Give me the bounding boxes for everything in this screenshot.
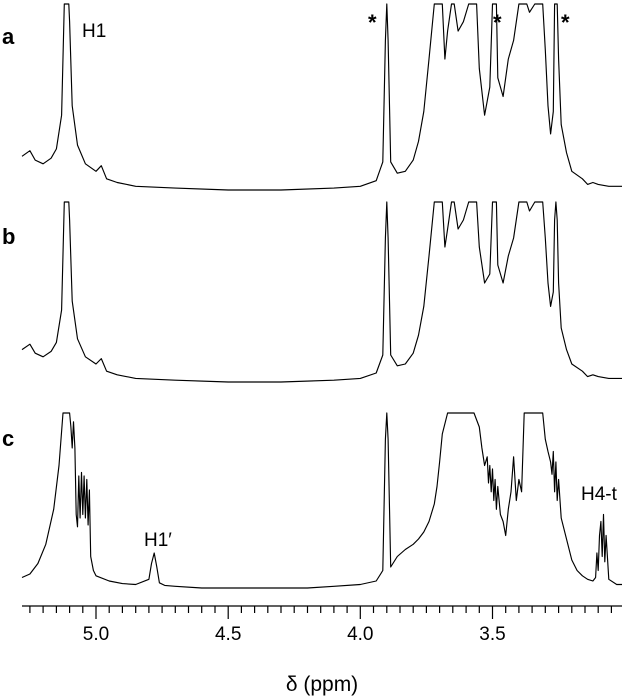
x-tick-label: 5.0 <box>83 624 109 645</box>
annotation-h1: H1 <box>82 21 106 42</box>
spectrum-trace-b <box>21 201 622 383</box>
x-axis: 5.0 4.5 4.0 3.5 δ (ppm) <box>22 605 622 696</box>
panel-label-b: b <box>2 224 15 249</box>
x-tick-label: 4.0 <box>347 624 373 645</box>
spectrum-trace-c <box>21 412 622 589</box>
panel-label-a: a <box>2 24 15 49</box>
annotation-star-2: * <box>493 10 502 35</box>
x-axis-label: δ (ppm) <box>286 673 358 696</box>
x-axis-ticks: 5.0 4.5 4.0 3.5 <box>29 606 613 645</box>
spectra-group <box>21 3 622 589</box>
x-tick-label: 3.5 <box>479 624 505 645</box>
annotations: H1 * * * H1′ H4-t <box>82 10 618 551</box>
panel-labels: a b c <box>2 24 15 451</box>
spectrum-trace-a <box>21 3 622 191</box>
panel-label-c: c <box>2 426 14 451</box>
annotation-h4-t: H4-t <box>581 484 618 505</box>
x-tick-label: 4.5 <box>215 624 241 645</box>
annotation-star-1: * <box>368 10 377 35</box>
annotation-star-3: * <box>561 10 570 35</box>
annotation-h1-prime: H1′ <box>144 530 172 551</box>
